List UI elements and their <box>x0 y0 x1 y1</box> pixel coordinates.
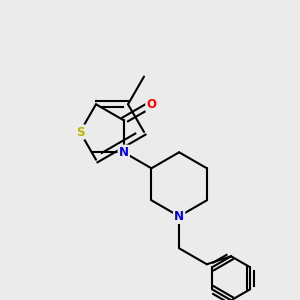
Text: N: N <box>174 210 184 223</box>
Text: S: S <box>76 125 84 139</box>
Text: N: N <box>119 146 129 159</box>
Text: O: O <box>146 98 156 111</box>
